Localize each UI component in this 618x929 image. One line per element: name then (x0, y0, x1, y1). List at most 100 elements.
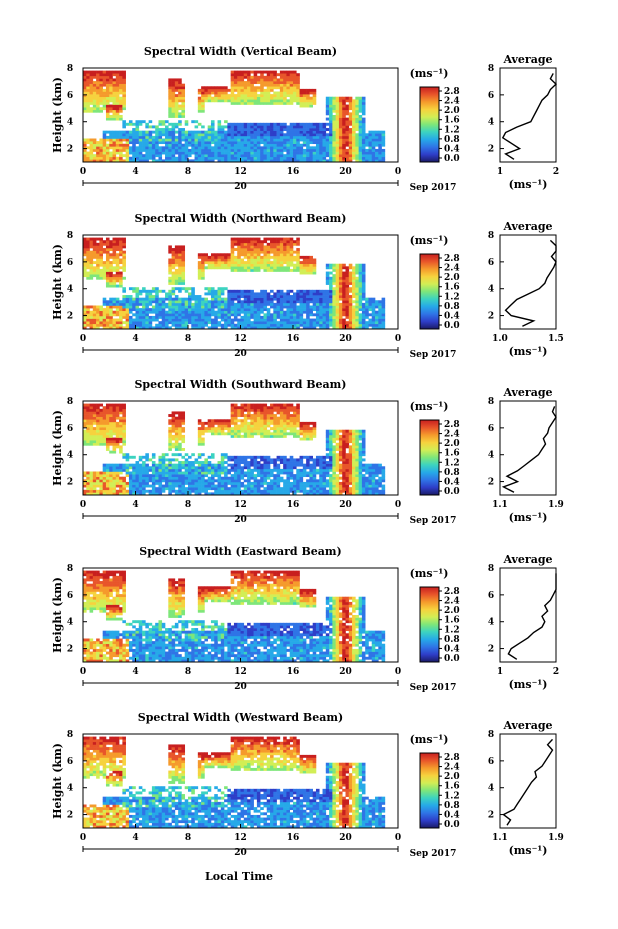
heatmap-cell (135, 159, 140, 163)
heatmap-cell (96, 313, 100, 317)
heatmap-cell (237, 313, 241, 317)
heatmap-cell (293, 135, 297, 139)
heatmap-cell (105, 91, 110, 95)
heatmap-cell (194, 318, 199, 322)
heatmap-cell (355, 313, 359, 317)
heatmap-cell (322, 323, 327, 327)
heatmap-cell (371, 151, 376, 155)
heatmap-cell (309, 255, 313, 259)
heatmap-cell (348, 154, 353, 158)
heatmap-cell (250, 148, 254, 152)
heatmap-cell (286, 295, 291, 298)
heatmap-cell (260, 133, 264, 137)
heatmap-cell (233, 255, 238, 259)
heatmap-cell (99, 250, 103, 254)
heatmap-cell (322, 138, 327, 142)
heatmap-cell (237, 466, 241, 470)
heatmap-cell (168, 143, 172, 147)
heatmap-cell (102, 326, 107, 330)
heatmap-cell (174, 474, 179, 478)
heatmap-cell (224, 91, 228, 95)
heatmap-cell (122, 81, 126, 84)
heatmap-cell (220, 427, 225, 431)
heatmap-cell (266, 91, 271, 95)
heatmap-cell (89, 484, 94, 488)
heatmap-cell (325, 104, 330, 108)
heatmap-cell (96, 414, 100, 417)
heatmap-cell (92, 156, 97, 160)
heatmap-cell (138, 135, 143, 139)
heatmap-cell (270, 295, 274, 298)
heatmap-cell (168, 141, 172, 145)
heatmap-cell (119, 135, 123, 139)
heatmap-cell (293, 315, 297, 319)
heatmap-cell (138, 156, 143, 160)
heatmap-cell (263, 101, 268, 105)
heatmap-cell (283, 83, 287, 87)
heatmap-cell (155, 287, 159, 291)
heatmap-cell (365, 159, 369, 163)
heatmap-cell (122, 101, 126, 105)
heatmap-cell (279, 305, 284, 309)
heatmap-cell (224, 476, 228, 480)
heatmap-cell (89, 253, 94, 257)
heatmap-cell (217, 468, 222, 472)
heatmap-cell (286, 128, 291, 131)
heatmap-cell (293, 323, 297, 327)
heatmap-cell (224, 419, 228, 423)
heatmap-cell (165, 305, 169, 309)
heatmap-cell (210, 128, 215, 131)
heatmap-cell (128, 156, 133, 160)
heatmap-cell (89, 427, 94, 431)
heatmap-cell (253, 91, 258, 95)
heatmap-cell (243, 268, 248, 272)
heatmap-cell (151, 471, 156, 475)
heatmap-cell (105, 135, 110, 139)
heatmap-cell (86, 266, 90, 270)
heatmap-cell (348, 302, 353, 306)
heatmap-cell (174, 279, 179, 283)
heatmap-cell (210, 427, 215, 431)
heatmap-cell (342, 130, 346, 134)
heatmap-cell (247, 156, 251, 160)
heatmap-cell (279, 263, 284, 267)
heatmap-cell (125, 156, 130, 160)
heatmap-cell (361, 313, 366, 317)
heatmap-cell (233, 489, 238, 493)
heatmap-cell (279, 143, 284, 147)
heatmap-cell (260, 78, 264, 82)
heatmap-cell (266, 302, 271, 306)
heatmap-cell (361, 128, 366, 131)
heatmap-cell (178, 81, 182, 84)
heatmap-cell (296, 253, 300, 257)
heatmap-cell (132, 302, 136, 306)
heatmap-cell (155, 489, 159, 493)
heatmap-cell (240, 261, 245, 265)
heatmap-cell (325, 128, 330, 131)
heatmap-cell (266, 128, 271, 131)
heatmap-cell (210, 419, 215, 423)
heatmap-cell (361, 125, 366, 129)
heatmap-cell (256, 154, 261, 158)
heatmap-cell (227, 302, 231, 306)
heatmap-cell (181, 434, 186, 438)
heatmap-cell (161, 318, 166, 322)
heatmap-cell (204, 321, 208, 325)
heatmap-cell (352, 266, 356, 270)
heatmap-cell (322, 305, 327, 309)
heatmap-cell (89, 318, 94, 322)
heatmap-cell (194, 313, 199, 317)
heatmap-cell (105, 445, 110, 449)
heatmap-cell (122, 492, 126, 496)
heatmap-cell (276, 323, 281, 327)
heatmap-cell (112, 261, 117, 265)
heatmap-cell (361, 292, 366, 296)
heatmap-cell (361, 104, 366, 108)
heatmap-cell (145, 468, 149, 472)
heatmap-cell (302, 141, 307, 145)
heatmap-cell (178, 141, 182, 145)
heatmap-cell (92, 321, 97, 325)
heatmap-cell (335, 135, 340, 139)
heatmap-cell (204, 141, 208, 145)
heatmap-cell (247, 302, 251, 306)
